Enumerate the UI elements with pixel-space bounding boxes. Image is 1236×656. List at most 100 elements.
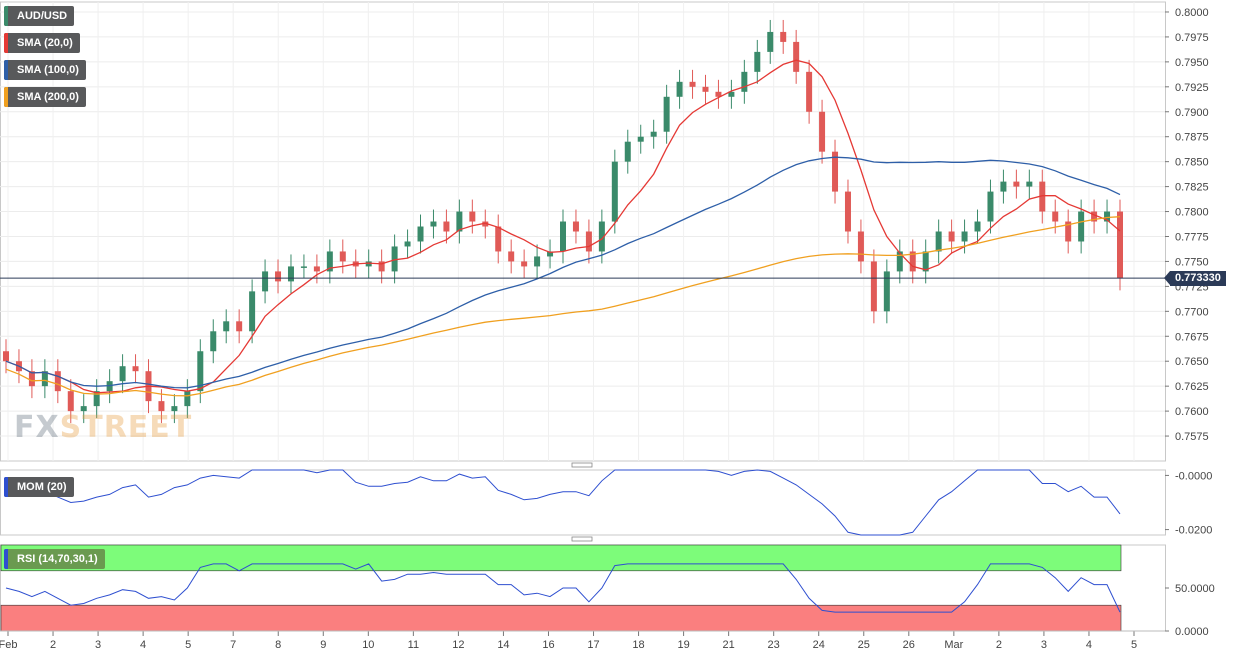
candle-body: [197, 351, 204, 392]
rsi-oversold-zone: [0, 604, 1122, 632]
y-tick-label: 0.7925: [1175, 82, 1209, 94]
candle-body: [287, 266, 294, 282]
x-tick-label: 8: [275, 639, 281, 651]
candle-body: [1052, 211, 1059, 222]
y-tick-label: 0.7750: [1175, 256, 1209, 268]
rsi-panel: 50.0000 0.0000: [0, 544, 1215, 638]
legend-mom: MOM (20): [4, 477, 74, 497]
legend-sma100: SMA (100,0): [4, 60, 86, 80]
y-tick-label: 0.7825: [1175, 182, 1209, 194]
y-tick-label: 0.7950: [1175, 57, 1209, 69]
panel-resize-handle: [571, 536, 593, 542]
candle-body: [67, 391, 74, 412]
sma100-line: [5, 156, 1121, 389]
candle-body: [521, 261, 528, 267]
candle-body: [611, 161, 618, 222]
mom-color-swatch: [4, 477, 8, 497]
candle-body: [1078, 211, 1085, 242]
candle-body: [948, 231, 955, 242]
candle-body: [54, 371, 61, 392]
candle-body: [598, 221, 605, 252]
candle-body: [883, 271, 890, 312]
candle-body: [870, 261, 877, 312]
y-tick-label: 0.7625: [1175, 381, 1209, 393]
candle-body: [171, 406, 178, 412]
rsi-color-swatch: [4, 549, 8, 569]
candle-body: [417, 226, 424, 242]
x-tick-label: 3: [95, 639, 101, 651]
candle-body: [585, 231, 592, 252]
candle-body: [780, 31, 787, 42]
current-price-badge: 0.773330: [1164, 271, 1226, 287]
y-tick-label: 0.7575: [1175, 431, 1209, 443]
mom-y-tick-label: -0.0200: [1175, 525, 1212, 537]
candle-body: [391, 246, 398, 272]
legend-rsi: RSI (14,70,30,1): [4, 549, 105, 569]
candle-body: [326, 251, 333, 272]
candle-body: [223, 321, 230, 332]
candle-body: [793, 41, 800, 72]
symbol-color-swatch: [4, 6, 8, 26]
candle-body: [210, 331, 217, 352]
candle-body: [1065, 221, 1072, 242]
x-tick-label: 11: [408, 639, 419, 651]
y-tick-label: 0.7600: [1175, 406, 1209, 418]
candle-body: [974, 221, 981, 232]
candle-body: [339, 251, 346, 262]
candle-body: [715, 91, 722, 97]
candle-body: [560, 221, 566, 252]
momentum-panel: -0.0000 -0.0200: [0, 469, 1212, 537]
legend-sma100-label: SMA (100,0): [17, 64, 79, 76]
candle-body: [249, 291, 256, 332]
y-tick-label: 0.7875: [1175, 132, 1209, 144]
logo-part-fx: FX: [14, 410, 60, 445]
candle-body: [637, 136, 644, 142]
sma20-color-swatch: [4, 33, 8, 53]
candle-body: [767, 31, 774, 52]
y-tick-label: 0.7800: [1175, 207, 1209, 219]
rsi-y-tick-label: 50.0000: [1175, 583, 1215, 595]
candle-body: [935, 231, 942, 252]
candle-body: [909, 251, 916, 272]
candle-body: [3, 351, 9, 362]
candle-body: [922, 251, 929, 272]
x-tick-label: 23: [768, 639, 780, 651]
candle-body: [819, 111, 826, 152]
x-tick-label: 21: [723, 639, 735, 651]
candle-body: [313, 266, 320, 272]
x-tick-label: 14: [497, 639, 509, 651]
candle-body: [300, 266, 307, 268]
candle-body: [158, 401, 165, 412]
candle-body: [534, 256, 541, 267]
candle-body: [650, 131, 657, 137]
candle-body: [1104, 211, 1111, 222]
candle-body: [275, 271, 282, 282]
candle-body: [508, 251, 515, 262]
x-axis: Feb 2 3 4 5 7 8 9 10 11 12 14 16 17 18 19 21 23 24 25 26 Mar 2…: [0, 630, 1165, 651]
rsi-line: [5, 563, 1121, 613]
x-tick-label: 2: [996, 639, 1002, 651]
candle-body: [1026, 181, 1033, 187]
y-tick-label: 0.8000: [1175, 7, 1209, 19]
candle-body: [624, 141, 631, 162]
x-tick-label: 10: [362, 639, 374, 651]
x-tick-label: 4: [140, 639, 146, 651]
candle-body: [832, 151, 839, 192]
x-tick-label: 24: [813, 639, 825, 651]
candle-body: [28, 371, 35, 387]
candle-body: [132, 366, 139, 372]
candle-body: [572, 221, 579, 232]
x-tick-label: 19: [677, 639, 689, 651]
candle-body: [754, 51, 761, 72]
x-tick-label: 16: [542, 639, 554, 651]
candle-body: [689, 81, 696, 87]
x-tick-label: Mar: [944, 639, 963, 651]
candle-body: [728, 91, 735, 97]
x-tick-label: 12: [452, 639, 464, 651]
x-tick-label: 7: [230, 639, 236, 651]
candle-body: [80, 406, 87, 412]
y-tick-label: 0.7975: [1175, 32, 1209, 44]
fxstreet-logo: FXSTREET: [14, 410, 192, 445]
y-tick-label: 0.7675: [1175, 331, 1209, 343]
